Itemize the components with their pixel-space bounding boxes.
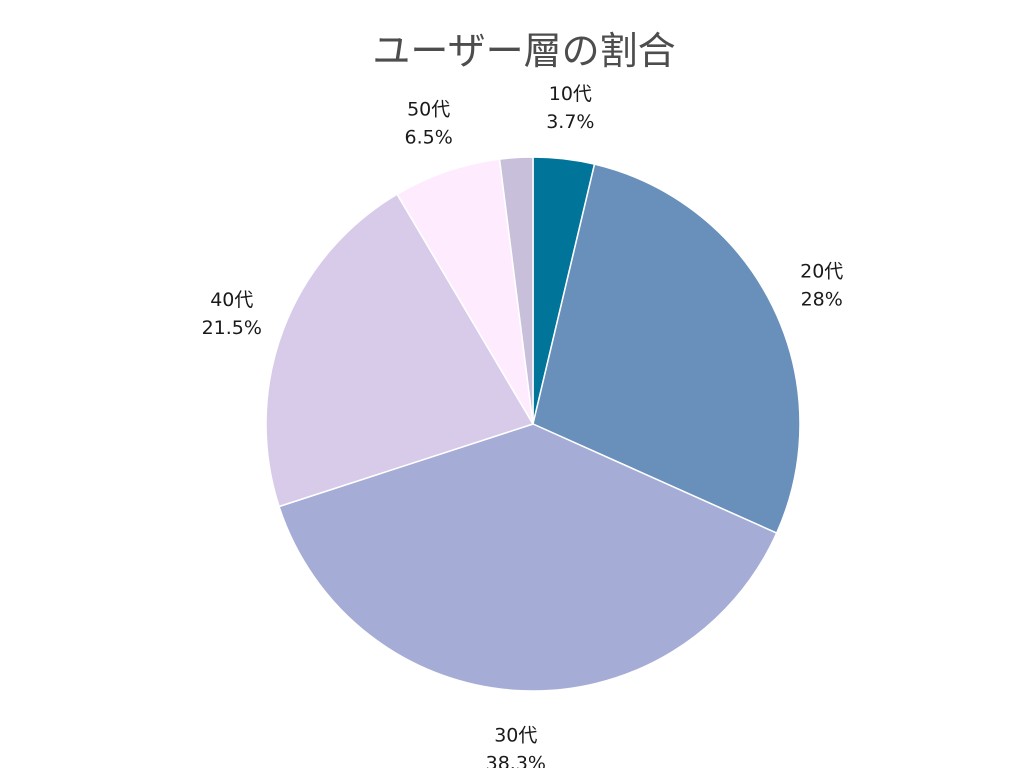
pie-slices [265,156,801,692]
pie-slice [265,193,535,508]
slice-category-label: 40代 [210,289,253,311]
chart-title: ユーザー層の割合 [372,29,675,73]
pie-labels: 10代 3.7% 20代 28% 30代 38.3% 40代 21.5% 50代 6.5% [202,83,844,768]
slice-category-label: 10代 [549,83,592,105]
slice-category-label: 50代 [407,98,450,120]
pie-slice [278,423,778,692]
slice-value-label: 21.5% [202,317,262,339]
slice-category-label: 30代 [494,725,537,747]
slice-value-label: 3.7% [546,111,594,133]
pie-slice [532,163,801,535]
slice-value-label: 38.3% [486,753,546,768]
slice-value-label: 28% [801,288,843,310]
pie-slice [396,158,534,425]
slice-category-label: 20代 [800,260,843,282]
pie-slice [498,156,534,425]
slice-value-label: 6.5% [405,126,453,148]
